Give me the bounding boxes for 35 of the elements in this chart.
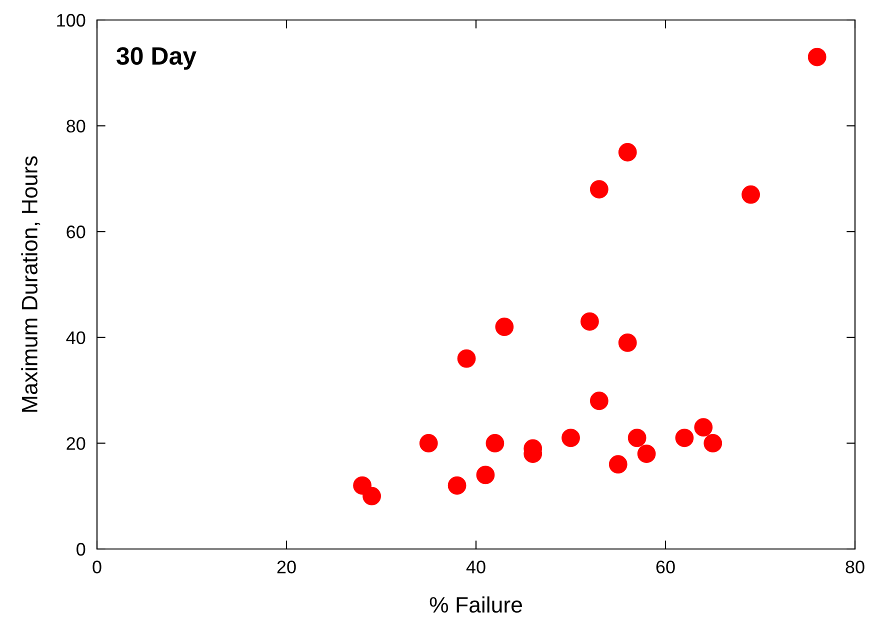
y-tick-label: 40 <box>66 331 86 344</box>
x-axis-title: % Failure <box>430 596 522 613</box>
point <box>694 418 713 437</box>
point <box>590 180 608 198</box>
point <box>495 318 514 336</box>
point <box>590 392 608 410</box>
point <box>486 434 504 452</box>
x-tick-label: 80 <box>846 560 864 574</box>
y-tick-label: 80 <box>66 120 86 133</box>
point <box>476 466 495 484</box>
point <box>675 428 694 448</box>
x-tick-label: 60 <box>656 560 675 574</box>
point <box>808 48 826 66</box>
x-tick-label: 0 <box>92 560 102 574</box>
point <box>628 428 646 448</box>
point <box>562 428 580 448</box>
point <box>618 333 637 352</box>
point <box>618 143 637 162</box>
point <box>608 455 628 474</box>
point <box>457 349 476 368</box>
x-tick-label: 40 <box>466 560 486 574</box>
y-tick-label: 60 <box>66 226 86 238</box>
point <box>742 185 760 204</box>
point <box>448 476 466 495</box>
point <box>419 434 438 452</box>
text: 30 Day <box>116 47 196 70</box>
point <box>704 434 722 452</box>
y-tick-label: 100 <box>57 14 86 27</box>
point <box>580 312 599 331</box>
point <box>637 444 656 463</box>
point <box>362 486 381 506</box>
y-axis-title: Maximum Duration, Hours <box>21 156 40 412</box>
y-tick-label: 0 <box>76 542 86 556</box>
y-tick-label: 20 <box>66 437 86 450</box>
x-tick-label: 20 <box>277 560 296 574</box>
